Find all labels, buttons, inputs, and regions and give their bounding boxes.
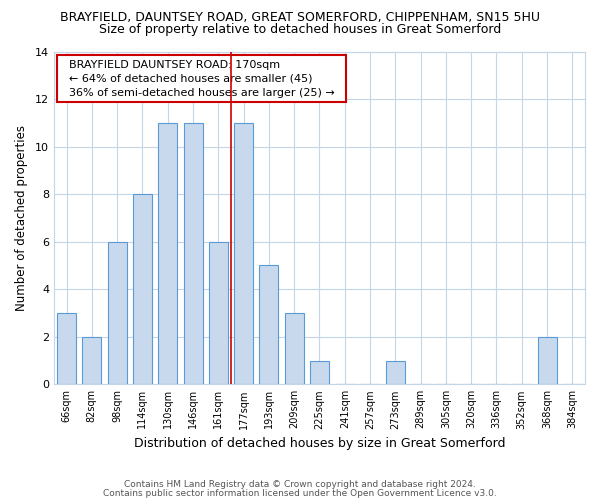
Bar [133,194,152,384]
Bar [184,123,203,384]
Bar [310,360,329,384]
Text: Size of property relative to detached houses in Great Somerford: Size of property relative to detached ho… [99,22,501,36]
Text: Contains public sector information licensed under the Open Government Licence v3: Contains public sector information licen… [103,488,497,498]
Bar [107,242,127,384]
Bar [234,123,253,384]
Bar [57,313,76,384]
Bar [209,242,228,384]
Text: BRAYFIELD DAUNTSEY ROAD: 170sqm  
  ← 64% of detached houses are smaller (45)  
: BRAYFIELD DAUNTSEY ROAD: 170sqm ← 64% of… [62,60,341,98]
Text: BRAYFIELD, DAUNTSEY ROAD, GREAT SOMERFORD, CHIPPENHAM, SN15 5HU: BRAYFIELD, DAUNTSEY ROAD, GREAT SOMERFOR… [60,11,540,24]
Bar [158,123,177,384]
Text: Contains HM Land Registry data © Crown copyright and database right 2024.: Contains HM Land Registry data © Crown c… [124,480,476,489]
Bar [284,313,304,384]
Bar [538,337,557,384]
Bar [82,337,101,384]
Bar [259,266,278,384]
Bar [386,360,405,384]
Y-axis label: Number of detached properties: Number of detached properties [15,125,28,311]
X-axis label: Distribution of detached houses by size in Great Somerford: Distribution of detached houses by size … [134,437,505,450]
